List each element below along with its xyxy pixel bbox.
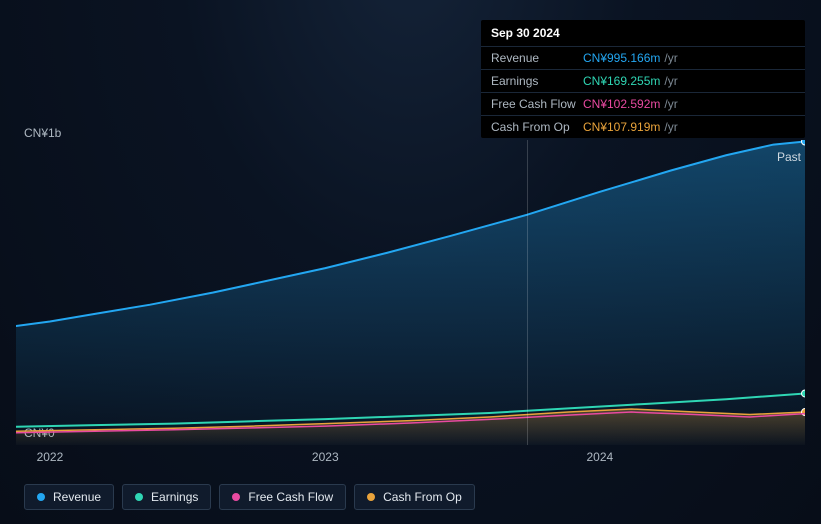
chart-tooltip: Sep 30 2024 RevenueCN¥995.166m/yrEarning… <box>481 20 805 138</box>
tooltip-row: Free Cash FlowCN¥102.592m/yr <box>481 92 805 115</box>
legend-item[interactable]: Cash From Op <box>354 484 475 510</box>
past-label: Past <box>777 150 801 164</box>
tooltip-row-value: CN¥169.255m <box>583 74 660 88</box>
tooltip-row-label: Revenue <box>491 51 583 65</box>
x-axis: 2022 2023 2024 <box>16 450 805 468</box>
chart-legend: Revenue Earnings Free Cash Flow Cash From O… <box>24 484 475 510</box>
tooltip-row: EarningsCN¥169.255m/yr <box>481 69 805 92</box>
legend-swatch-icon <box>367 493 375 501</box>
tooltip-date: Sep 30 2024 <box>481 20 805 46</box>
chart-area[interactable] <box>16 140 805 445</box>
y-axis-top-label: CN¥1b <box>24 126 61 140</box>
tooltip-row-value: CN¥102.592m <box>583 97 660 111</box>
x-axis-tick-label: 2024 <box>587 450 614 464</box>
legend-item-label: Earnings <box>151 490 198 504</box>
legend-item-label: Revenue <box>53 490 101 504</box>
series-end-marker-icon <box>802 390 806 397</box>
legend-swatch-icon <box>37 493 45 501</box>
tooltip-row: Cash From OpCN¥107.919m/yr <box>481 115 805 138</box>
tooltip-row-label: Cash From Op <box>491 120 583 134</box>
legend-swatch-icon <box>232 493 240 501</box>
legend-item-label: Free Cash Flow <box>248 490 333 504</box>
tooltip-row-unit: /yr <box>664 51 677 65</box>
tooltip-row-unit: /yr <box>664 74 677 88</box>
chart-series-area <box>16 142 805 445</box>
x-axis-tick-label: 2022 <box>37 450 64 464</box>
tooltip-row-label: Earnings <box>491 74 583 88</box>
legend-item[interactable]: Earnings <box>122 484 211 510</box>
tooltip-row-value: CN¥107.919m <box>583 120 660 134</box>
chart-crosshair <box>527 140 528 445</box>
legend-swatch-icon <box>135 493 143 501</box>
tooltip-row: RevenueCN¥995.166m/yr <box>481 46 805 69</box>
tooltip-row-label: Free Cash Flow <box>491 97 583 111</box>
legend-item[interactable]: Revenue <box>24 484 114 510</box>
tooltip-row-unit: /yr <box>664 120 677 134</box>
legend-item[interactable]: Free Cash Flow <box>219 484 346 510</box>
tooltip-row-value: CN¥995.166m <box>583 51 660 65</box>
x-axis-tick-label: 2023 <box>312 450 339 464</box>
legend-item-label: Cash From Op <box>383 490 462 504</box>
tooltip-row-unit: /yr <box>664 97 677 111</box>
